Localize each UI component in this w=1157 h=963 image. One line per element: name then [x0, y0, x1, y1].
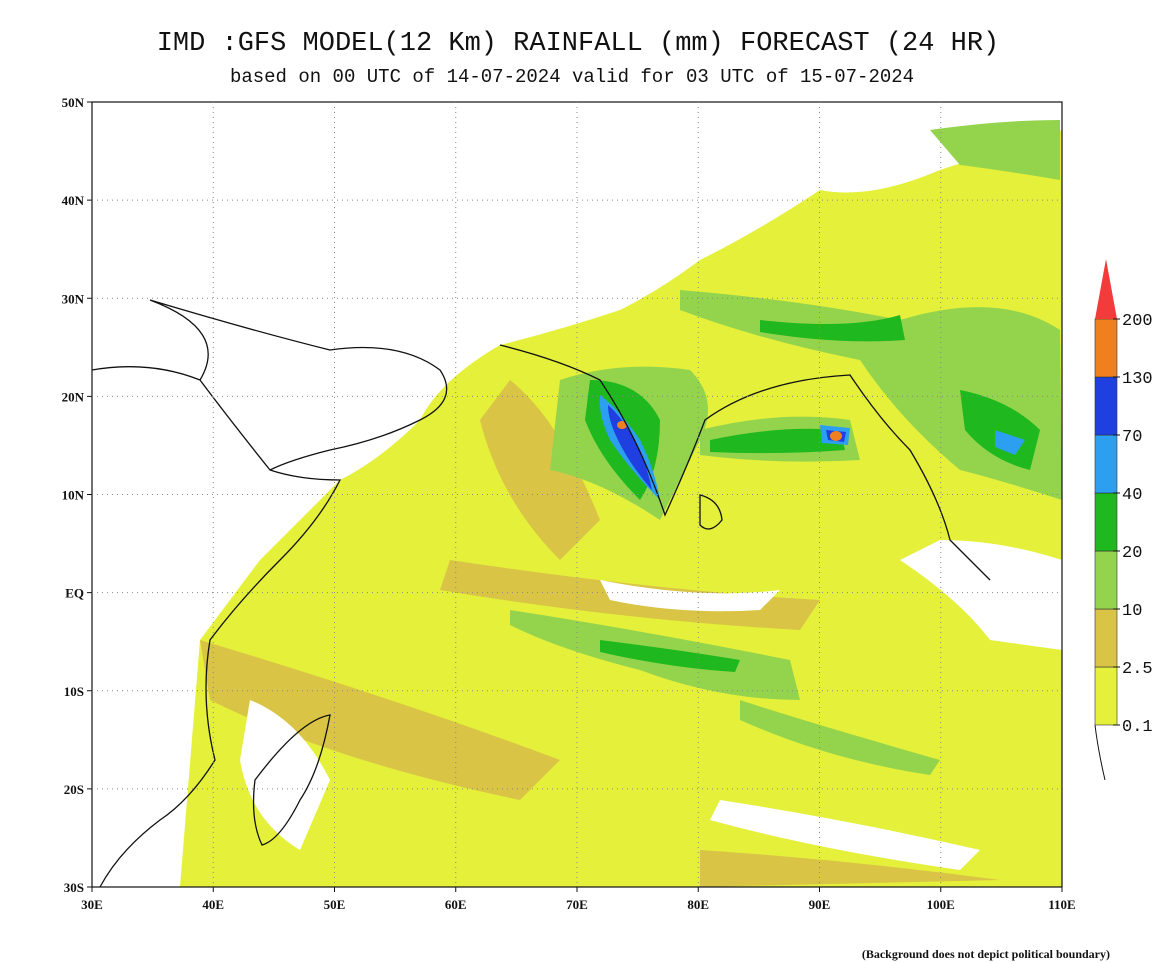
- footnote: (Background does not depict political bo…: [862, 947, 1110, 961]
- lat-label: 10S: [64, 684, 84, 699]
- legend-swatch: [1094, 550, 1118, 610]
- legend-swatch: [1094, 434, 1118, 494]
- legend-label: 0.1: [1122, 718, 1153, 737]
- lat-label: 20N: [62, 389, 85, 404]
- grid: 50N 40N 30N 20N 10N EQ 10S 20S 30S 30E 40E 50E 60E 70…: [62, 95, 1076, 912]
- lon-label: 90E: [809, 897, 831, 912]
- legend-swatch: [1094, 376, 1118, 436]
- lon-label: 40E: [202, 897, 224, 912]
- exceptional-rain: [617, 421, 842, 441]
- legend-swatch: [1094, 318, 1118, 378]
- lat-label: 50N: [62, 95, 85, 110]
- lat-label: EQ: [65, 586, 84, 601]
- lat-label: 30N: [62, 291, 85, 306]
- legend-label: 10: [1122, 602, 1142, 621]
- lat-label: 30S: [64, 880, 84, 895]
- lat-label: 40N: [62, 193, 85, 208]
- title: IMD :GFS MODEL(12 Km) RAINFALL (mm) FORE…: [157, 29, 1000, 59]
- legend-label: 130: [1122, 370, 1153, 389]
- lon-label: 50E: [324, 897, 346, 912]
- lon-label: 70E: [566, 897, 588, 912]
- coastlines: [91, 299, 991, 888]
- legend-tail: [1094, 724, 1106, 781]
- lon-label: 80E: [687, 897, 709, 912]
- legend-label: 200: [1122, 312, 1153, 331]
- map: 50N 40N 30N 20N 10N EQ 10S 20S 30S 30E 40E 50E 60E 70…: [62, 95, 1076, 912]
- legend-swatch: [1094, 608, 1118, 668]
- legend-label: 20: [1122, 544, 1142, 563]
- legend-label: 2.5: [1122, 660, 1153, 679]
- legend-label: 70: [1122, 428, 1142, 447]
- legend-swatch: [1094, 492, 1118, 552]
- lat-label: 20S: [64, 782, 84, 797]
- legend: 0.1 2.5 10 20 40 70 130 200: [1094, 259, 1153, 737]
- lon-label: 100E: [927, 897, 955, 912]
- lon-label: 30E: [81, 897, 103, 912]
- legend-swatch: [1095, 259, 1117, 319]
- legend-label: 40: [1122, 486, 1142, 505]
- lat-label: 10N: [62, 488, 85, 503]
- subtitle: based on 00 UTC of 14-07-2024 valid for …: [230, 66, 914, 88]
- legend-swatch: [1094, 666, 1118, 726]
- lon-label: 60E: [445, 897, 467, 912]
- lon-label: 110E: [1048, 897, 1075, 912]
